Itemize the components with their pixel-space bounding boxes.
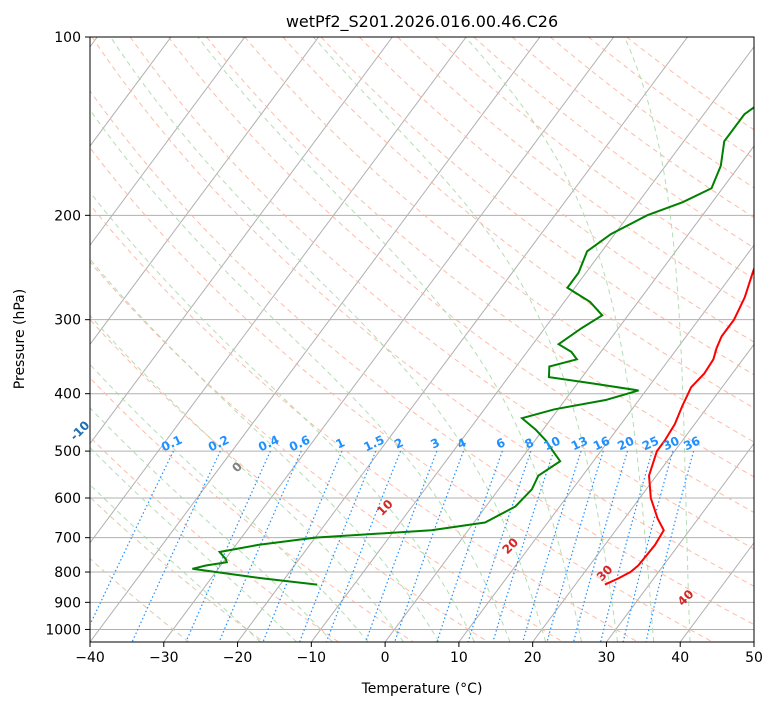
isotherm-line [458,244,754,642]
isotherm-line [384,145,754,642]
axes: −40 −30 −20 −10 0 10 20 30 40 50 100 200 300 400 500 60… [45,30,763,666]
y-tick-label: 1000 [45,622,81,638]
y-tick-label: 800 [54,565,81,581]
y-tick-label: 600 [54,491,81,507]
moist-adiabat-line [90,484,261,642]
mixing-ratio-line [394,450,465,642]
dry-adiabat-line [549,37,754,189]
y-tick-label: 900 [54,595,81,611]
isotherm-line [90,37,393,445]
dry-adiabat-line [91,37,754,587]
dry-adiabat-line [90,146,713,642]
mixing-ratio-line [325,450,402,642]
isotherm-line [753,641,754,642]
y-tick-label: 200 [54,208,81,224]
mixing-ratio-line [436,450,503,642]
dry-adiabat-line [435,37,754,280]
plot-frame [89,36,755,643]
mixing-ratio-line [645,450,695,642]
isotherm-line [532,343,754,642]
isotherm-line [90,37,246,247]
moist-adiabat-line [90,407,333,642]
x-tick-label: 40 [671,650,689,666]
chart-title: wetPf2_S201.2026.016.00.46.C26 [286,12,558,32]
mixing-ratio-label: 30 [661,434,682,454]
dry-adiabat-line [244,37,754,443]
isotherm-line [90,37,467,544]
y-axis-label: Pressure (hPa) [12,289,28,389]
dry-adiabat-line [90,90,754,626]
mixing-ratio-label: 16 [591,434,612,454]
moist-adiabat-line [90,258,440,642]
mixing-ratio-label: 25 [640,434,661,454]
dry-adiabat-line [90,203,639,642]
mixing-ratio-line [546,450,604,642]
dry-adiabat-line [129,37,754,550]
mixing-ratio-line [622,450,674,642]
y-tick-label: 500 [54,444,81,460]
mixing-ratio-line [262,450,343,642]
mixing-ratio-line [298,450,377,642]
x-tick-label: 20 [524,650,542,666]
x-tick-label: −10 [297,650,327,666]
isotherm-line [90,37,541,642]
moist-adiabat-line [90,363,369,642]
mixing-ratio-line [572,450,629,642]
y-tick-label: 700 [54,531,81,547]
dry-adiabat-label: -20 [0,382,1,407]
dry-adiabat-line [282,37,754,409]
moist-adiabat-line [90,314,404,642]
mixing-ratio-label: 10 [541,434,562,454]
x-axis-label: Temperature (°C) [361,681,483,697]
mixing-ratio-line [522,450,582,642]
moist-adiabat-line [90,109,511,642]
dry-adiabat-line [90,496,265,642]
isotherm-line [163,37,615,642]
x-tick-label: 10 [450,650,468,666]
dry-adiabat-line [90,318,489,642]
x-tick-label: −30 [149,650,179,666]
isotherm-line [237,37,688,642]
isotherm-line [606,442,754,642]
y-tick-label: 400 [54,387,81,403]
mixing-ratio-line [131,450,221,642]
mixing-ratio-line [467,450,532,642]
dewpoint-line [192,106,754,586]
dry-adiabat-line [358,37,754,343]
dry-adiabat-line [90,261,564,642]
moist-adiabat-line [313,37,619,642]
x-tick-label: −20 [223,650,253,666]
moist-adiabat-line [110,37,547,642]
y-tick-label: 300 [54,313,81,329]
dry-adiabat-line [320,37,754,376]
mixing-ratio-label: 20 [615,434,636,454]
moist-adiabat-line [465,37,655,642]
isotherm-line [310,45,754,642]
dry-adiabat-label: -10 [67,418,92,443]
mixing-ratio-label: 36 [681,434,702,454]
moist-adiabat-line [90,191,475,642]
temperature-line [604,266,754,586]
isotherm-line [90,37,320,346]
mixing-ratio-line [600,450,653,642]
x-tick-label: 30 [598,650,616,666]
line-labels: 0.10.20.40.611.52346810131620253036-100-… [0,382,702,608]
moist-adiabat-line [624,37,691,642]
moist-adiabat-line [90,446,297,642]
x-tick-label: 50 [745,650,763,666]
dry-adiabat-line [206,37,754,478]
x-tick-label: −40 [75,650,105,666]
mixing-ratio-label: 13 [569,434,590,454]
x-tick-label: 0 [381,650,390,666]
isotherm-line [90,37,172,147]
dry-adiabat-line [90,436,339,642]
sounding-series [192,106,754,586]
mixing-ratio-line [365,450,438,642]
mixing-ratio-line [90,450,174,627]
y-tick-label: 100 [54,30,81,46]
